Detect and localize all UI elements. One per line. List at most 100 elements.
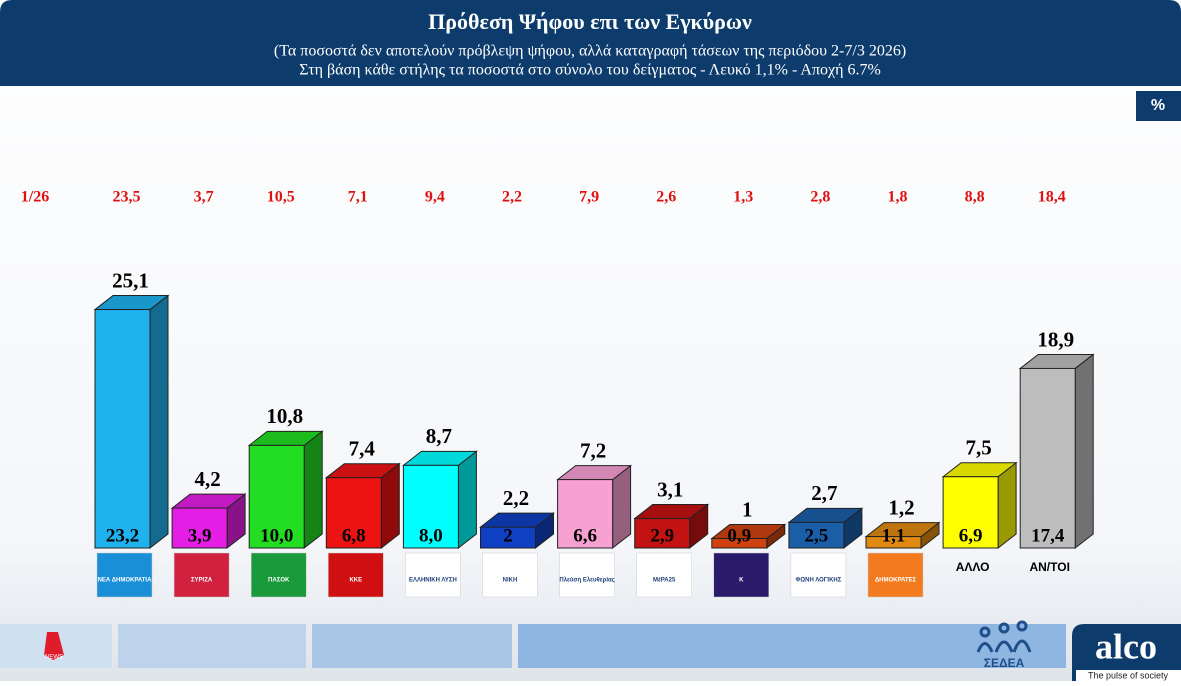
previous-value: 1,8 bbox=[888, 189, 908, 206]
note: Στη βάση κάθε στήλης τα ποσοστά στο σύνο… bbox=[299, 62, 881, 79]
bar-value: 7,4 bbox=[349, 437, 376, 461]
inner-value: 2,9 bbox=[650, 525, 674, 546]
bar bbox=[325, 477, 382, 549]
bar-side bbox=[997, 461, 1017, 550]
previous-value: 2,6 bbox=[656, 189, 676, 206]
bar-value: 10,8 bbox=[266, 404, 303, 428]
party-logo bbox=[96, 552, 153, 598]
bar bbox=[480, 526, 536, 549]
party-logo bbox=[250, 552, 307, 598]
inner-value: 17,4 bbox=[1031, 525, 1065, 546]
previous-value: 8,8 bbox=[965, 189, 985, 206]
brand: alco bbox=[1095, 626, 1157, 666]
party-logo bbox=[482, 552, 538, 598]
party-logo bbox=[713, 552, 770, 598]
inner-value: 6,9 bbox=[959, 525, 983, 546]
footer-block bbox=[118, 624, 306, 668]
bar bbox=[788, 521, 845, 549]
inner-value: 6,8 bbox=[342, 525, 366, 546]
bar bbox=[634, 518, 691, 549]
bar-value: 1,2 bbox=[888, 495, 914, 519]
unit-box bbox=[1136, 91, 1181, 121]
party-name: ΑΛΛΟ bbox=[956, 560, 990, 574]
channel-logo bbox=[44, 632, 64, 660]
header-bar bbox=[0, 0, 1181, 86]
bar-value: 7,2 bbox=[580, 438, 606, 462]
inner-value: 2 bbox=[503, 525, 513, 546]
previous-value: 3,7 bbox=[194, 189, 214, 206]
bar-side bbox=[380, 462, 400, 550]
party-name: Πλεύση Ελευθερίας bbox=[559, 578, 614, 584]
party-logo bbox=[559, 552, 615, 598]
footer-block bbox=[518, 624, 1066, 668]
party-name: ΑΝ/ΤΟΙ bbox=[1029, 560, 1069, 574]
party-name: ΦΩΝΗ ΛΟΓΙΚΗΣ bbox=[795, 578, 841, 584]
bar-value: 2,2 bbox=[503, 486, 529, 510]
bar bbox=[94, 309, 151, 549]
inner-value: 6,6 bbox=[573, 525, 597, 546]
bar-value: 3,1 bbox=[657, 477, 683, 501]
party-name: ΜέΡΑ25 bbox=[653, 578, 676, 584]
bar-value: 1 bbox=[742, 497, 753, 521]
subtitle: (Τα ποσοστά δεν αποτελούν πρόβλεψη ψήφου… bbox=[274, 43, 906, 60]
bar-value: 4,2 bbox=[194, 467, 220, 491]
party-name: ΠΑΣΟΚ bbox=[268, 578, 290, 584]
party-logo bbox=[405, 552, 461, 598]
bar-value: 2,7 bbox=[811, 481, 837, 505]
party-logo bbox=[636, 552, 692, 598]
inner-value: 2,5 bbox=[805, 525, 829, 546]
previous-value: 7,9 bbox=[579, 189, 599, 206]
partner-logo bbox=[976, 620, 1032, 653]
inner-value: 3,9 bbox=[188, 525, 212, 546]
title: Πρόθεση Ψήφου επι των Εγκύρων bbox=[428, 9, 752, 34]
previous-value: 23,5 bbox=[113, 189, 141, 206]
party-name: ΝΕΑ ΔΗΜΟΚΡΑΤΙΑ bbox=[98, 578, 152, 584]
bar-side bbox=[303, 430, 323, 550]
tagline-box bbox=[1076, 670, 1181, 681]
bar-side bbox=[1074, 353, 1094, 550]
bar-side bbox=[149, 294, 169, 550]
inner-value: 1,1 bbox=[882, 525, 906, 546]
unit: % bbox=[1151, 97, 1165, 114]
footer: NEWS ΣΕΔΕΑ alco The pulse of society bbox=[0, 620, 1181, 681]
previous-value: 10,5 bbox=[267, 189, 295, 206]
previous-value: 1,3 bbox=[733, 189, 753, 206]
inner-value: 10,0 bbox=[260, 525, 293, 546]
bar bbox=[942, 476, 999, 549]
previous-value: 18,4 bbox=[1038, 189, 1066, 206]
bar-value: 25,1 bbox=[112, 268, 149, 292]
previous-value: 7,1 bbox=[348, 189, 368, 206]
footer-block bbox=[312, 624, 512, 668]
bar bbox=[402, 464, 459, 549]
party-logo bbox=[790, 552, 847, 598]
bar bbox=[557, 479, 614, 549]
bar bbox=[1019, 367, 1076, 549]
bar-value: 7,5 bbox=[965, 436, 991, 460]
bar-value: 8,7 bbox=[426, 424, 452, 448]
previous-value: 9,4 bbox=[425, 189, 445, 206]
party-logo bbox=[328, 552, 384, 598]
party-name: Κ bbox=[739, 578, 744, 584]
inner-value: 23,2 bbox=[106, 525, 139, 546]
party-logo bbox=[867, 552, 924, 598]
bar bbox=[248, 444, 305, 549]
bar-value: 18,9 bbox=[1037, 327, 1074, 351]
inner-value: 0,9 bbox=[727, 525, 751, 546]
party-name: ΝΙΚΗ bbox=[503, 578, 518, 584]
party-name: ΔΗΜΟΚΡΑΤΕΣ bbox=[875, 578, 917, 584]
party-name: ΣΥΡΙΖΑ bbox=[191, 578, 213, 584]
party-name: ΕΛΛΗΝΙΚΗ ΛΥΣΗ bbox=[409, 578, 457, 584]
brand-box bbox=[1072, 624, 1181, 681]
bar bbox=[711, 538, 768, 549]
tagline: The pulse of society bbox=[1088, 670, 1169, 680]
partner: ΣΕΔΕΑ bbox=[984, 656, 1025, 670]
bar-side bbox=[457, 450, 477, 550]
legend-label: 1/26 bbox=[21, 189, 49, 206]
bar bbox=[865, 536, 922, 549]
party-logo bbox=[173, 552, 230, 598]
party-name: ΚΚΕ bbox=[349, 578, 362, 584]
inner-value: 8,0 bbox=[419, 525, 443, 546]
previous-value: 2,2 bbox=[502, 189, 522, 206]
